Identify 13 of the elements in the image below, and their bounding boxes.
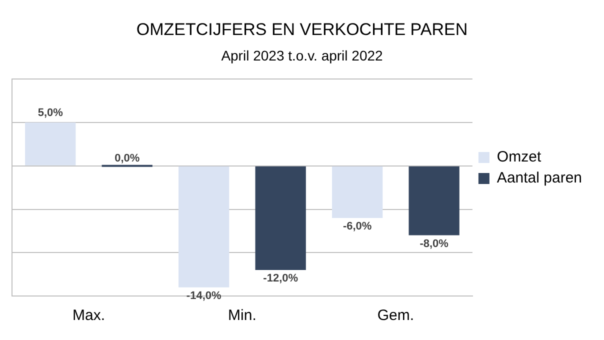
x-tick-label: Gem.: [377, 307, 414, 324]
data-label: -6,0%: [342, 220, 372, 232]
x-tick-label: Max.: [72, 307, 105, 324]
legend-label: Omzet: [496, 148, 542, 166]
data-label: -14,0%: [186, 290, 222, 302]
legend-label: Aantal paren: [496, 170, 582, 187]
data-label: 0,0%: [114, 152, 140, 164]
data-label: -12,0%: [263, 272, 298, 285]
chart-title: OMZETCIJFERS EN VERKOCHTE PAREN: [136, 20, 468, 39]
chart-subtitle: April 2023 t.o.v. april 2022: [221, 48, 384, 64]
x-tick-label: Min.: [228, 307, 256, 324]
data-label: -8,0%: [420, 238, 449, 250]
data-label: 5,0%: [38, 107, 64, 120]
